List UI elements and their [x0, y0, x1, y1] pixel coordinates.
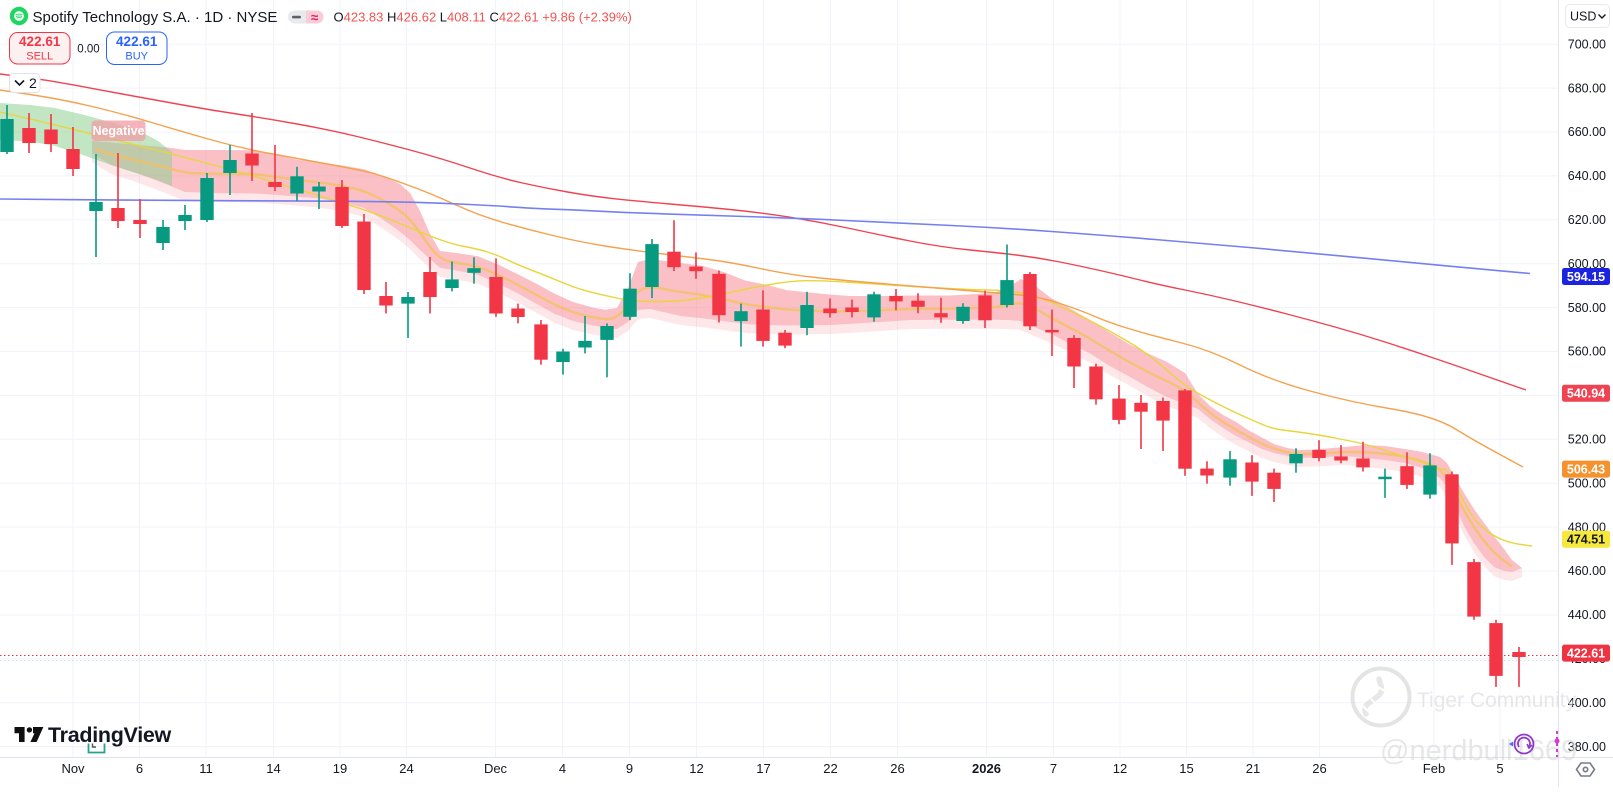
svg-text:560.00: 560.00: [1568, 345, 1606, 359]
svg-text:680.00: 680.00: [1568, 81, 1606, 95]
svg-text:400.00: 400.00: [1568, 696, 1606, 710]
svg-text:594.15: 594.15: [1567, 270, 1605, 284]
svg-text:USD: USD: [1570, 10, 1596, 24]
svg-text:5: 5: [1496, 761, 1503, 776]
svg-text:422.61: 422.61: [1567, 646, 1605, 660]
svg-text:500.00: 500.00: [1568, 476, 1606, 490]
svg-text:2026: 2026: [972, 761, 1001, 776]
svg-text:600.00: 600.00: [1568, 257, 1606, 271]
svg-text:422.61: 422.61: [116, 34, 158, 49]
svg-text:640.00: 640.00: [1568, 169, 1606, 183]
svg-text:22: 22: [823, 761, 837, 776]
svg-text:7: 7: [1050, 761, 1057, 776]
svg-text:26: 26: [890, 761, 904, 776]
svg-text:11: 11: [199, 761, 213, 776]
svg-text:O423.83 H426.62 L408.11 C422.6: O423.83 H426.62 L408.11 C422.61 +9.86 (+…: [334, 10, 632, 25]
svg-text:506.43: 506.43: [1567, 462, 1605, 476]
svg-text:@nerdbull1669: @nerdbull1669: [1380, 735, 1577, 767]
svg-text:Spotify Technology S.A. · 1D ·: Spotify Technology S.A. · 1D · NYSE: [33, 9, 278, 26]
svg-text:9: 9: [626, 761, 633, 776]
svg-text:2: 2: [29, 75, 37, 91]
svg-text:4: 4: [559, 761, 566, 776]
svg-text:460.00: 460.00: [1568, 564, 1606, 578]
svg-text:474.51: 474.51: [1567, 533, 1605, 547]
svg-text:0.00: 0.00: [77, 44, 99, 56]
svg-text:620.00: 620.00: [1568, 213, 1606, 227]
svg-text:14: 14: [266, 761, 280, 776]
svg-text:26: 26: [1312, 761, 1326, 776]
svg-text:19: 19: [333, 761, 347, 776]
svg-text:660.00: 660.00: [1568, 125, 1606, 139]
svg-text:15: 15: [1179, 761, 1193, 776]
svg-text:Negative: Negative: [92, 124, 144, 138]
svg-text:SELL: SELL: [26, 51, 53, 63]
svg-text:Nov: Nov: [61, 761, 85, 776]
svg-text:12: 12: [689, 761, 703, 776]
svg-text:580.00: 580.00: [1568, 301, 1606, 315]
svg-text:Feb: Feb: [1423, 761, 1445, 776]
svg-text:Dec: Dec: [484, 761, 508, 776]
svg-text:21: 21: [1246, 761, 1260, 776]
svg-text:6: 6: [136, 761, 143, 776]
svg-text:440.00: 440.00: [1568, 608, 1606, 622]
svg-text:17: 17: [756, 761, 770, 776]
svg-text:700.00: 700.00: [1568, 37, 1606, 51]
svg-text:380.00: 380.00: [1568, 740, 1606, 754]
svg-text:Tiger Community: Tiger Community: [1417, 689, 1577, 712]
svg-text:12: 12: [1113, 761, 1127, 776]
svg-text:24: 24: [399, 761, 413, 776]
svg-text:≈: ≈: [311, 10, 319, 25]
svg-text:422.61: 422.61: [19, 34, 61, 49]
svg-text:540.94: 540.94: [1567, 387, 1605, 401]
svg-text:BUY: BUY: [125, 51, 148, 63]
svg-text:TradingView: TradingView: [48, 723, 172, 747]
svg-text:520.00: 520.00: [1568, 433, 1606, 447]
